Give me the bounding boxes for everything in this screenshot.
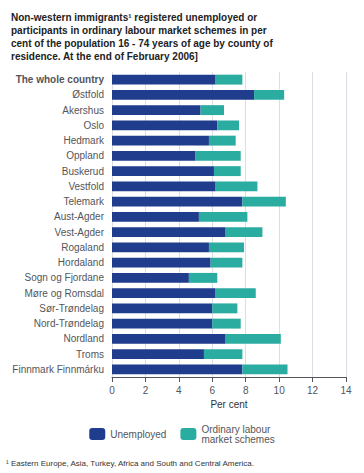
- svg-text:Rogaland: Rogaland: [61, 242, 104, 253]
- svg-text:4: 4: [176, 385, 182, 396]
- svg-text:Ordinary labour: Ordinary labour: [201, 423, 271, 435]
- svg-text:cent of the population 16 - 74: cent of the population 16 - 74 years of …: [11, 38, 273, 49]
- svg-text:Troms: Troms: [76, 349, 104, 360]
- svg-text:Nord-Trøndelag: Nord-Trøndelag: [34, 318, 104, 329]
- svg-text:6: 6: [210, 385, 216, 396]
- svg-text:Østfold: Østfold: [72, 89, 104, 100]
- svg-text:Buskerud: Buskerud: [62, 166, 104, 177]
- svg-text:14: 14: [340, 385, 352, 396]
- svg-text:Oslo: Oslo: [83, 120, 104, 131]
- svg-text:8: 8: [243, 385, 249, 396]
- svg-text:The whole country: The whole country: [16, 74, 105, 85]
- svg-text:Nordland: Nordland: [63, 333, 104, 344]
- svg-text:Aust-Agder: Aust-Agder: [54, 211, 105, 222]
- svg-text:¹ Eastern Europe, Asia, Turkey: ¹ Eastern Europe, Asia, Turkey, Africa a…: [6, 459, 254, 468]
- svg-text:Sør-Trøndelag: Sør-Trøndelag: [39, 303, 104, 314]
- svg-text:Hedmark: Hedmark: [63, 135, 105, 146]
- svg-text:0: 0: [109, 385, 115, 396]
- svg-text:Vestfold: Vestfold: [68, 181, 104, 192]
- svg-text:Finnmark Finnmárku: Finnmark Finnmárku: [12, 364, 104, 375]
- svg-text:Møre og Romsdal: Møre og Romsdal: [25, 288, 104, 299]
- svg-text:Vest-Agder: Vest-Agder: [55, 227, 105, 238]
- svg-text:12: 12: [307, 385, 319, 396]
- svg-text:participants in ordinary labou: participants in ordinary labour market s…: [11, 25, 267, 36]
- svg-text:Akershus: Akershus: [62, 105, 104, 116]
- svg-text:Telemark: Telemark: [63, 196, 105, 207]
- svg-text:Sogn og Fjordane: Sogn og Fjordane: [24, 272, 104, 283]
- svg-text:market schemes: market schemes: [201, 434, 274, 445]
- svg-text:residence. At the end of Febru: residence. At the end of February 2006]: [11, 51, 198, 62]
- svg-text:Non-western immigrants¹ regist: Non-western immigrants¹ registered unemp…: [11, 12, 257, 23]
- svg-text:Hordaland: Hordaland: [58, 257, 104, 268]
- svg-text:Unemployed: Unemployed: [110, 429, 166, 440]
- svg-text:2: 2: [143, 385, 149, 396]
- svg-text:Per cent: Per cent: [210, 399, 247, 410]
- svg-text:10: 10: [274, 385, 286, 396]
- svg-text:Oppland: Oppland: [66, 150, 104, 161]
